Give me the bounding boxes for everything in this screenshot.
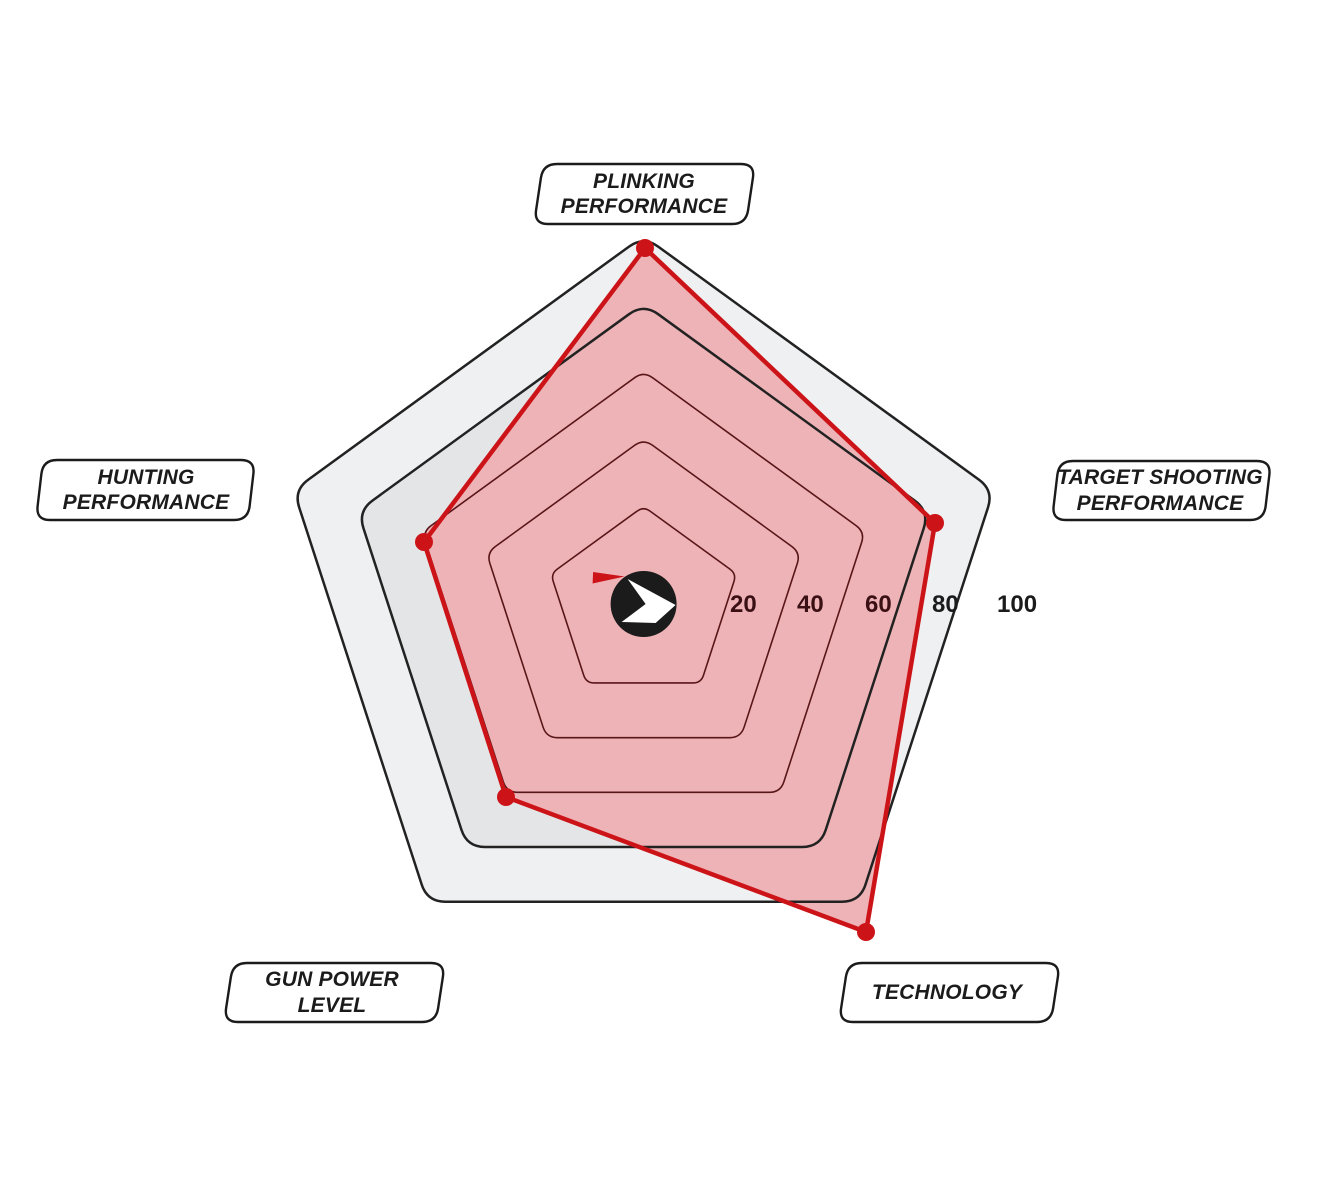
svg-text:100: 100 xyxy=(997,591,1037,618)
svg-text:80: 80 xyxy=(932,591,959,618)
svg-text:20: 20 xyxy=(730,591,757,618)
svg-text:40: 40 xyxy=(797,591,824,618)
svg-text:60: 60 xyxy=(865,591,892,618)
